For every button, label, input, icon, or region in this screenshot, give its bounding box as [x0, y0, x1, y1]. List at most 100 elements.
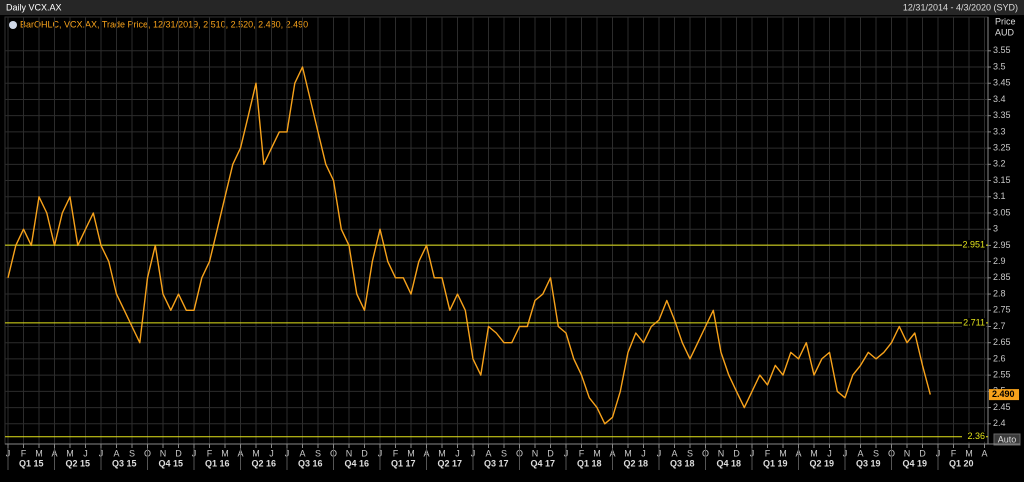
- x-tick-label: A: [671, 448, 677, 458]
- header-range: 12/31/2014 - 4/3/2020 (SYD): [903, 2, 1018, 12]
- x-tick-label: S: [315, 448, 321, 458]
- y-tick-label: 2.9: [993, 256, 1006, 266]
- x-tick-label: N: [904, 448, 911, 458]
- y-tick-label: 2.4: [993, 418, 1006, 428]
- auto-button[interactable]: [993, 433, 1021, 446]
- x-tick-label: S: [687, 448, 693, 458]
- x-tick-label: A: [485, 448, 491, 458]
- price-line: [7, 66, 931, 425]
- x-tick-label: F: [765, 448, 771, 458]
- quarter-label: Q1 17: [391, 458, 416, 468]
- x-tick-label: M: [438, 448, 446, 458]
- y-tick-label: 3: [993, 224, 998, 234]
- y-tick-label: 3.3: [993, 126, 1006, 136]
- x-tick-label: A: [857, 448, 863, 458]
- y-tick-label: 3.35: [993, 110, 1011, 120]
- quarter-label: Q2 16: [251, 458, 276, 468]
- x-tick-label: F: [207, 448, 213, 458]
- x-tick-label: S: [873, 448, 879, 458]
- auto-button-label[interactable]: Auto: [998, 434, 1017, 444]
- x-tick-label: M: [624, 448, 632, 458]
- y-tick-label: 3.4: [993, 94, 1006, 104]
- quarter-label: Q1 18: [577, 458, 602, 468]
- y-tick-label: 3.55: [993, 45, 1011, 55]
- legend-text: BarOHLC, VCX.AX, Trade Price, 12/31/2019…: [20, 19, 308, 29]
- reference-label-bg: [962, 431, 986, 442]
- reference-label-bg: [962, 240, 986, 251]
- quarter-label: Q1 16: [205, 458, 230, 468]
- x-tick-label: M: [810, 448, 818, 458]
- y-tick-label: 2.85: [993, 272, 1011, 282]
- y-tick-label: 3.45: [993, 78, 1011, 88]
- y-tick-label: 3.2: [993, 159, 1006, 169]
- quarter-label: Q3 16: [298, 458, 323, 468]
- y-tick-label: 2.55: [993, 370, 1011, 380]
- quarter-label: Q4 16: [344, 458, 369, 468]
- quarter-label: Q4 17: [530, 458, 555, 468]
- x-tick-label: S: [129, 448, 135, 458]
- x-tick-label: F: [951, 448, 957, 458]
- x-tick-label: J: [641, 448, 646, 458]
- quarter-label: Q3 17: [484, 458, 509, 468]
- y-tick-label: 2.8: [993, 288, 1006, 298]
- y-tick-label: 2.75: [993, 305, 1011, 315]
- x-tick-label: M: [593, 448, 601, 458]
- quarter-label: Q3 15: [112, 458, 137, 468]
- x-tick-label: F: [393, 448, 399, 458]
- legend-icon[interactable]: [9, 21, 17, 29]
- y-tick-label: 3.25: [993, 142, 1011, 152]
- y-tick-label: 3.05: [993, 207, 1011, 217]
- x-tick-label: J: [455, 448, 460, 458]
- x-tick-label: M: [221, 448, 229, 458]
- quarter-label: Q2 18: [623, 458, 648, 468]
- quarter-label: Q3 18: [670, 458, 695, 468]
- y-tick-label: 3.1: [993, 191, 1006, 201]
- quarter-label: Q4 19: [902, 458, 927, 468]
- last-price-tag: [989, 389, 1019, 401]
- x-tick-label: A: [299, 448, 305, 458]
- reference-label: 2.711: [963, 317, 985, 327]
- x-tick-label: A: [113, 448, 119, 458]
- quarter-label: Q3 19: [856, 458, 881, 468]
- quarter-label: Q1 19: [763, 458, 788, 468]
- y-tick-label: 2.45: [993, 402, 1011, 412]
- x-tick-label: N: [532, 448, 539, 458]
- quarter-label: Q1 20: [949, 458, 974, 468]
- reference-label: 2.36: [967, 431, 985, 441]
- x-tick-label: F: [579, 448, 585, 458]
- last-price-label: 2.490: [992, 389, 1015, 399]
- x-tick-label: M: [252, 448, 260, 458]
- x-tick-label: M: [407, 448, 415, 458]
- x-tick-label: D: [547, 448, 554, 458]
- x-tick-label: S: [501, 448, 507, 458]
- y-tick-label: 3.5: [993, 61, 1006, 71]
- quarter-label: Q2 19: [809, 458, 834, 468]
- y-axis-title: Price: [995, 16, 1016, 26]
- x-tick-label: D: [919, 448, 926, 458]
- x-tick-label: D: [733, 448, 740, 458]
- header-title: Daily VCX.AX: [6, 2, 62, 12]
- y-tick-label: 3.15: [993, 175, 1011, 185]
- x-tick-label: A: [981, 448, 987, 458]
- x-tick-label: M: [66, 448, 74, 458]
- y-tick-label: 2.95: [993, 240, 1011, 250]
- reference-label-bg: [962, 317, 986, 328]
- y-axis-unit: AUD: [995, 27, 1015, 37]
- y-tick-label: 2.7: [993, 321, 1006, 331]
- x-tick-label: F: [21, 448, 27, 458]
- x-tick-label: J: [269, 448, 274, 458]
- quarter-label: Q2 17: [437, 458, 462, 468]
- reference-label: 2.951: [962, 239, 985, 249]
- x-tick-label: M: [965, 448, 973, 458]
- quarter-label: Q4 15: [158, 458, 183, 468]
- quarter-label: Q2 15: [65, 458, 90, 468]
- x-tick-label: M: [35, 448, 43, 458]
- header-bar: [0, 0, 1024, 15]
- x-tick-label: N: [160, 448, 167, 458]
- y-tick-label: 2.65: [993, 337, 1011, 347]
- x-tick-label: D: [361, 448, 368, 458]
- y-tick-label: 2.6: [993, 353, 1006, 363]
- quarter-label: Q1 15: [19, 458, 44, 468]
